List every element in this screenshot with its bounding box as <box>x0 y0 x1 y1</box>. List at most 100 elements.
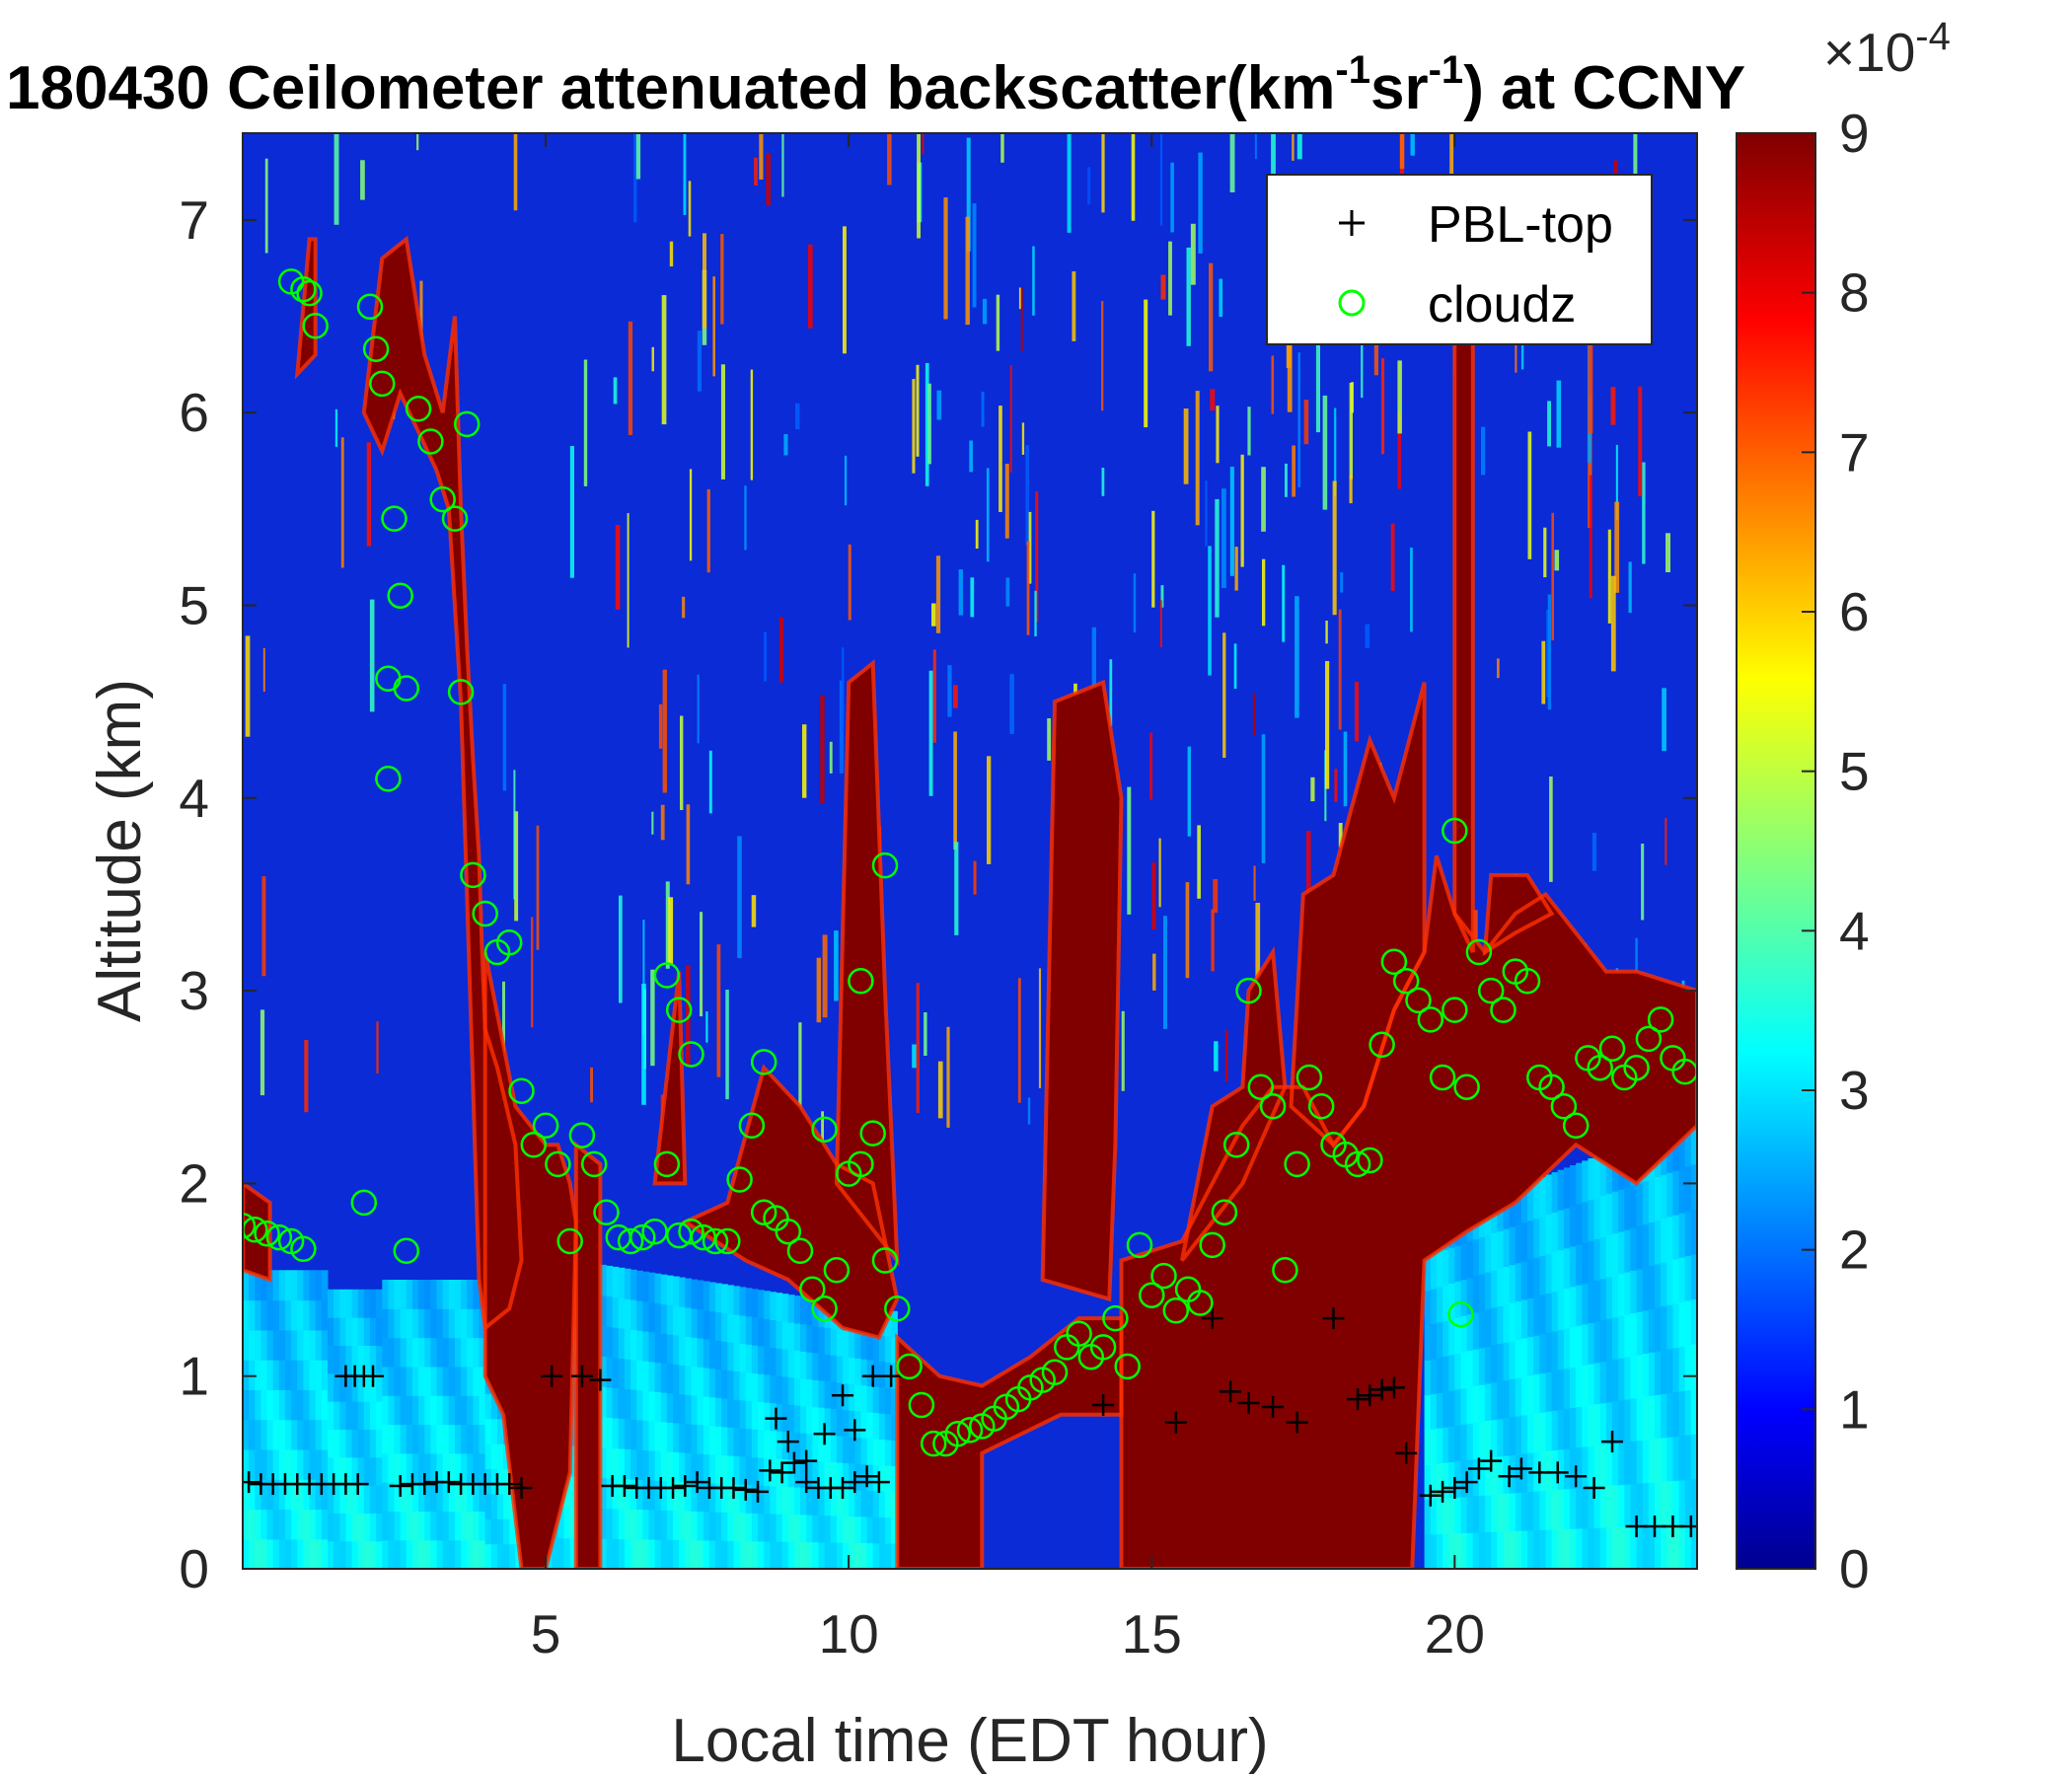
pbl-top-point <box>1601 1431 1624 1453</box>
pbl-top-point <box>1286 1411 1308 1434</box>
x-tick-label: 20 <box>1425 1603 1485 1665</box>
pbl-top-point <box>765 1407 787 1430</box>
cloudz-point <box>823 1257 851 1284</box>
cloudz-point <box>811 1116 838 1143</box>
colorbar-tick-label: 2 <box>1839 1220 1870 1281</box>
pbl-top-point <box>510 1476 533 1499</box>
pbl-top-point <box>1395 1442 1418 1464</box>
cloudz-point <box>1357 1147 1383 1174</box>
cloudz-point <box>859 1120 886 1147</box>
cloudz-point <box>848 968 874 995</box>
cloudz-point <box>447 679 475 705</box>
y-tick-label: 2 <box>179 1152 209 1214</box>
cloudz-point <box>1453 1073 1480 1100</box>
pbl-top-point <box>795 1471 818 1494</box>
cloudz-point <box>1598 1035 1626 1062</box>
cloudz-point <box>1114 1353 1141 1380</box>
pbl-top-point <box>674 1475 697 1498</box>
cloudz-point <box>678 1041 704 1068</box>
saturated-region-9 <box>1042 682 1122 1299</box>
cloudz-point <box>1562 1112 1590 1140</box>
y-tick-label: 4 <box>179 768 209 829</box>
cloudz-point <box>738 1112 766 1140</box>
cloudz-point <box>508 1077 535 1104</box>
cloudz-point <box>412 0 436 12</box>
colorbar-exponent: ×10-4 <box>1823 15 1951 83</box>
pbl-top-point <box>1382 1376 1405 1399</box>
cloudz-point <box>884 1295 911 1322</box>
cloudz-point <box>775 1218 802 1245</box>
pbl-top-point <box>662 1476 685 1499</box>
pbl-top-point <box>437 1471 460 1494</box>
cloudz-point <box>1550 1093 1578 1120</box>
cloudz-point <box>381 505 407 532</box>
legend-marker-pbl-top <box>1339 210 1365 236</box>
pbl-top-point <box>867 1471 890 1494</box>
cloudz-point <box>243 1213 257 1239</box>
cloudz-point <box>1417 1006 1444 1033</box>
pbl-top-point <box>389 1475 411 1498</box>
pbl-top-point <box>795 1449 818 1472</box>
pbl-top-point <box>782 1451 805 1474</box>
cloudz-point <box>254 1220 280 1247</box>
pbl-top-point <box>1467 1457 1490 1480</box>
saturated-region-2 <box>363 239 522 1328</box>
pbl-top-point <box>1644 1516 1666 1538</box>
pbl-top-point <box>1528 1461 1551 1484</box>
cloudz-point <box>1587 1054 1613 1081</box>
pbl-top-point <box>498 1473 521 1496</box>
saturated-region-7 <box>836 663 898 1261</box>
pbl-top-point <box>1443 1476 1466 1499</box>
cloudz-point <box>393 1237 420 1265</box>
saturated-region-13 <box>1454 335 1473 953</box>
cloudz-point <box>653 1150 681 1178</box>
cloudz-point <box>1635 1025 1663 1053</box>
cloudz-point <box>568 1122 596 1148</box>
cloudz-point <box>417 428 444 455</box>
cloudz-point <box>545 1150 571 1178</box>
pbl-top-point <box>1347 1388 1369 1411</box>
cloudz-point <box>593 1199 620 1225</box>
colorbar-tick-label: 1 <box>1839 1378 1870 1440</box>
cloudz-point <box>956 1417 984 1443</box>
pbl-top-point <box>686 1471 708 1494</box>
cloudz-point <box>1369 1031 1395 1059</box>
colorbar-tick-label: 4 <box>1839 900 1870 961</box>
pbl-top-point <box>759 1459 781 1482</box>
cloudz-point <box>1139 1282 1165 1308</box>
y-tick-label: 5 <box>179 574 209 635</box>
cloudz-point <box>364 0 388 12</box>
pbl-top-point <box>1092 1393 1115 1416</box>
cloudz-point <box>520 1132 548 1158</box>
cloudz-point <box>1259 1093 1287 1120</box>
cloudz-point <box>472 900 498 927</box>
colorbar-tick-label: 7 <box>1839 421 1870 482</box>
pbl-top-point <box>1220 1380 1242 1403</box>
cloudz-point <box>265 1223 293 1251</box>
cloudz-point <box>429 485 456 513</box>
x-tick-label: 10 <box>819 1603 879 1665</box>
cloudz-point <box>750 1049 777 1075</box>
cloudz-point <box>1380 948 1408 976</box>
cloudz-point <box>1538 1073 1565 1100</box>
pbl-top-point <box>1164 1411 1187 1434</box>
pbl-top-point <box>1432 1480 1454 1503</box>
saturated-region-12 <box>1291 682 1425 1146</box>
pbl-top-point <box>346 1473 369 1496</box>
cloudz-point <box>1066 1320 1092 1347</box>
cloudz-point <box>302 313 329 339</box>
cloudz-point <box>1465 938 1493 966</box>
legend: PBL-top cloudz <box>1266 174 1653 345</box>
cloudz-point <box>362 335 390 362</box>
cloudz-point <box>495 929 523 956</box>
colorbar-tick-label: 8 <box>1839 262 1870 324</box>
colorbar-gradient <box>1736 132 1816 1570</box>
legend-marker-cloudz <box>1338 289 1366 317</box>
cloudz-point <box>665 997 693 1023</box>
cloudz-point <box>908 1391 935 1419</box>
x-axis-label: Local time (EDT hour) <box>671 1707 1268 1775</box>
pbl-top-point <box>1546 1461 1569 1484</box>
cloudz-point <box>375 766 402 792</box>
cloudz-point <box>1307 1093 1335 1120</box>
